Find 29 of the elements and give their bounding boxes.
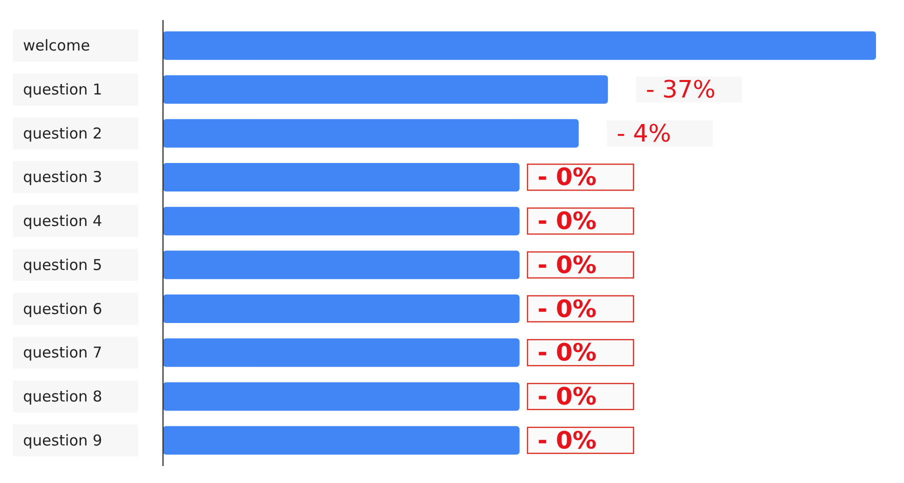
y-tick-label: question 4 [23, 212, 102, 230]
annotation: - 0% [538, 207, 597, 236]
y-tick-label: question 2 [23, 124, 102, 142]
bar [163, 382, 520, 411]
bar [163, 162, 520, 192]
annotation: - 0% [538, 250, 597, 279]
y-tick-label: question 5 [23, 256, 102, 274]
annotation: - 0% [538, 338, 597, 367]
bar [163, 75, 608, 104]
bar [163, 426, 520, 455]
bar [163, 119, 579, 148]
y-tick-label: question 7 [23, 344, 102, 362]
annotation: - 0% [538, 382, 597, 411]
annotation: - 0% [538, 163, 597, 192]
annotation: - 4% [616, 119, 672, 148]
y-tick-label: question 8 [23, 388, 102, 406]
y-tick-label: question 1 [23, 80, 102, 98]
annotation: - 0% [538, 294, 597, 323]
y-tick-label: welcome [23, 36, 90, 55]
y-tick-label: question 9 [23, 431, 102, 450]
bar [163, 338, 520, 367]
bar [163, 250, 520, 280]
y-tick-label: question 3 [23, 168, 102, 186]
y-tick-label: question 6 [23, 300, 102, 318]
bar [163, 206, 520, 236]
annotation: - 37% [646, 75, 716, 104]
bar [163, 294, 520, 324]
bar [163, 31, 876, 60]
annotation: - 0% [538, 426, 597, 454]
